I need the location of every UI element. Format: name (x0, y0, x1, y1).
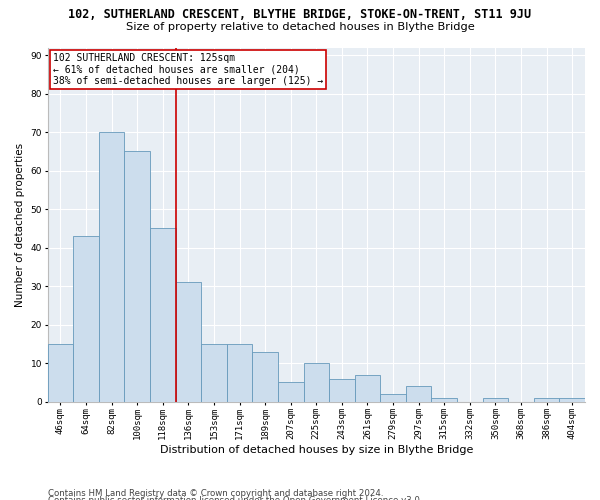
Text: Contains HM Land Registry data © Crown copyright and database right 2024.: Contains HM Land Registry data © Crown c… (48, 488, 383, 498)
Text: 102, SUTHERLAND CRESCENT, BLYTHE BRIDGE, STOKE-ON-TRENT, ST11 9JU: 102, SUTHERLAND CRESCENT, BLYTHE BRIDGE,… (68, 8, 532, 20)
Bar (73, 236, 99, 402)
Bar (482, 398, 508, 402)
Bar (99, 132, 124, 402)
Bar (176, 282, 201, 402)
Bar (559, 398, 585, 402)
Text: Contains public sector information licensed under the Open Government Licence v3: Contains public sector information licen… (48, 496, 422, 500)
Bar (534, 398, 559, 402)
Bar (380, 394, 406, 402)
Bar (431, 398, 457, 402)
Bar (47, 344, 73, 402)
X-axis label: Distribution of detached houses by size in Blythe Bridge: Distribution of detached houses by size … (160, 445, 473, 455)
Bar (406, 386, 431, 402)
Bar (253, 352, 278, 402)
Bar (329, 378, 355, 402)
Bar (304, 363, 329, 402)
Text: 102 SUTHERLAND CRESCENT: 125sqm
← 61% of detached houses are smaller (204)
38% o: 102 SUTHERLAND CRESCENT: 125sqm ← 61% of… (53, 53, 323, 86)
Bar (355, 374, 380, 402)
Bar (227, 344, 253, 402)
Bar (201, 344, 227, 402)
Y-axis label: Number of detached properties: Number of detached properties (15, 142, 25, 306)
Bar (124, 152, 150, 402)
Bar (150, 228, 176, 402)
Bar (278, 382, 304, 402)
Text: Size of property relative to detached houses in Blythe Bridge: Size of property relative to detached ho… (125, 22, 475, 32)
